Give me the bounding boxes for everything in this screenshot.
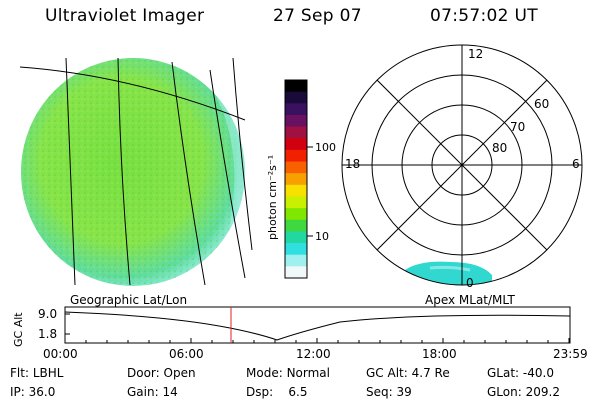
time-tick-1200: 12:00 bbox=[296, 347, 331, 361]
geo-meridian-5 bbox=[232, 57, 253, 251]
colorbar-band bbox=[285, 91, 307, 104]
time-tick-1800: 18:00 bbox=[422, 347, 457, 361]
colorbar-band bbox=[285, 114, 307, 128]
uv-image bbox=[21, 58, 245, 286]
colorbar-band bbox=[285, 80, 307, 93]
altitude-curve bbox=[64, 311, 571, 341]
time-tick-2359: 23:59 bbox=[553, 347, 588, 361]
colorbar-tick-label-10: 10 bbox=[315, 230, 329, 243]
colorbar-frame bbox=[284, 79, 308, 279]
altitude-plot-frame bbox=[64, 306, 571, 344]
instrument-title: Ultraviolet Imager bbox=[45, 6, 205, 26]
status-mode: Mode: Normal bbox=[246, 366, 330, 380]
colorbar-band bbox=[285, 243, 307, 256]
colorbar-tick-label-100: 100 bbox=[315, 141, 336, 154]
geo-meridian-1 bbox=[65, 57, 76, 286]
status-gc-alt: GC Alt: 4.7 Re bbox=[366, 366, 450, 380]
status-glat: GLat: -40.0 bbox=[487, 366, 554, 380]
polar-plot bbox=[341, 44, 583, 286]
colorbar-band bbox=[285, 161, 307, 174]
altitude-plot bbox=[64, 306, 571, 344]
status-seq: Seq: 39 bbox=[366, 385, 412, 399]
colorbar-band bbox=[285, 266, 307, 279]
colorbar-band bbox=[285, 103, 307, 116]
polar-label-top: 12 bbox=[468, 47, 483, 61]
geographic-panel-title: Geographic Lat/Lon bbox=[70, 293, 188, 307]
polar-lat-label-60: 60 bbox=[534, 97, 549, 111]
polar-axis-diag-2 bbox=[376, 79, 548, 251]
header-time: 07:57:02 UT bbox=[430, 6, 538, 26]
colorbar-band bbox=[285, 126, 307, 139]
status-ip: IP: 36.0 bbox=[10, 385, 56, 399]
colorbar-unit-label: photon cm⁻²s⁻¹ bbox=[266, 155, 279, 240]
altitude-y-tick-low: 1.8 bbox=[38, 327, 58, 341]
colorbar-band bbox=[285, 149, 307, 163]
status-dsp: Dsp: 6.5 bbox=[246, 385, 308, 399]
altitude-y-tick-high: 9.0 bbox=[38, 307, 58, 321]
colorbar-band bbox=[285, 173, 307, 186]
geo-meridian-2 bbox=[117, 57, 131, 286]
colorbar-band bbox=[285, 138, 307, 151]
time-tick-0600: 06:00 bbox=[169, 347, 204, 361]
polar-labels: 12 18 6 0 80 70 60 bbox=[345, 47, 580, 290]
status-door: Door: Open bbox=[127, 366, 196, 380]
colorbar-band bbox=[285, 208, 307, 221]
apex-panel-title: Apex MLat/MLT bbox=[425, 293, 515, 307]
polar-label-left: 18 bbox=[345, 157, 360, 171]
time-tick-0000: 00:00 bbox=[43, 347, 78, 361]
colorbar-band bbox=[285, 219, 307, 232]
colorbar-band bbox=[285, 254, 307, 267]
status-glon: GLon: 209.2 bbox=[487, 385, 560, 399]
altitude-y-axis-label: GC Alt bbox=[12, 312, 25, 347]
colorbar-band bbox=[285, 231, 307, 244]
geo-grid bbox=[19, 57, 253, 286]
geo-meridian-4 bbox=[209, 69, 246, 279]
status-filter: Flt: LBHL bbox=[10, 366, 64, 380]
status-gain: Gain: 14 bbox=[127, 385, 178, 399]
uv-image-speckle bbox=[21, 58, 245, 286]
polar-lat-label-80: 80 bbox=[492, 141, 507, 155]
polar-lat-label-70: 70 bbox=[510, 120, 525, 134]
geo-meridian-3 bbox=[171, 61, 206, 286]
polar-label-bottom: 0 bbox=[466, 276, 474, 290]
colorbar-band bbox=[285, 196, 307, 209]
colorbar bbox=[285, 80, 307, 279]
colorbar-band bbox=[285, 184, 307, 197]
header-date: 27 Sep 07 bbox=[273, 6, 362, 26]
polar-label-right: 6 bbox=[572, 157, 580, 171]
